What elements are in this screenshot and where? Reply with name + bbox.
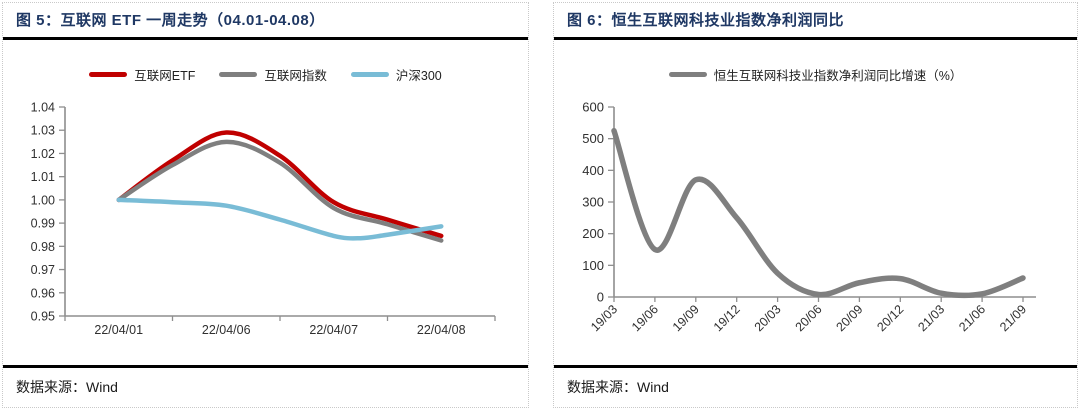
svg-text:0.97: 0.97	[31, 263, 55, 277]
figure6-panel: 图 6：恒生互联网科技业指数净利润同比 恒生互联网科技业指数净利润同比增速（%）…	[553, 2, 1078, 408]
internet-index-line-label: 互联网指数	[264, 68, 327, 83]
svg-text:22/04/08: 22/04/08	[417, 323, 466, 337]
svg-text:19/09: 19/09	[670, 302, 702, 334]
figure6-footer: 数据来源：Wind	[554, 368, 1077, 407]
figure5-chart-area: 互联网ETF 互联网指数 沪深300 1.04 1.03 1.02 1.01 1.00 0…	[3, 40, 528, 365]
svg-text:19/06: 19/06	[629, 302, 661, 334]
svg-text:500: 500	[582, 131, 604, 146]
svg-text:300: 300	[582, 195, 604, 210]
svg-text:21/06: 21/06	[956, 302, 988, 334]
svg-text:22/04/07: 22/04/07	[309, 323, 358, 337]
svg-text:19/03: 19/03	[588, 302, 620, 334]
csi300-line-label: 沪深300	[395, 68, 442, 83]
figure6-header: 图 6：恒生互联网科技业指数净利润同比	[554, 3, 1077, 37]
hsi-tech-net-profit-chart: 600 500 400 300 200 100 019/03 19/06 19/09 19/12 2…	[582, 100, 1036, 334]
svg-text:0: 0	[597, 290, 604, 305]
svg-text:21/09: 21/09	[997, 302, 1029, 334]
svg-text:22/04/01: 22/04/01	[94, 323, 143, 337]
legend-item-hsi-tech-profit: 恒生互联网科技业指数净利润同比增速（%）	[668, 65, 963, 84]
figure5-source: 数据来源：Wind	[16, 379, 118, 395]
svg-text:21/03: 21/03	[915, 302, 947, 334]
legend-item-etf: 互联网ETF	[89, 65, 195, 84]
svg-text:1.04: 1.04	[31, 101, 55, 115]
figure5-legend: 互联网ETF 互联网指数 沪深300	[89, 60, 442, 88]
etf-week-trend-chart: 1.04 1.03 1.02 1.01 1.00 0.99 0.98 0.97 0.96 0.95…	[31, 101, 496, 337]
legend-item-internet-index: 互联网指数	[219, 65, 327, 84]
svg-text:200: 200	[582, 226, 604, 241]
etf-line-label: 互联网ETF	[134, 68, 196, 83]
svg-text:1.02: 1.02	[31, 147, 55, 161]
svg-text:20/06: 20/06	[793, 302, 825, 334]
svg-text:0.98: 0.98	[31, 240, 55, 254]
svg-text:0.96: 0.96	[31, 286, 55, 300]
svg-text:0.95: 0.95	[31, 310, 55, 324]
svg-text:100: 100	[582, 258, 604, 273]
figure6-top-rule	[554, 37, 1077, 40]
svg-text:1.03: 1.03	[31, 124, 55, 138]
figure5-top-rule	[3, 37, 528, 40]
figure6-source: 数据来源：Wind	[567, 379, 669, 395]
internet-index-line-swatch	[219, 71, 258, 77]
csi300-line-swatch	[350, 71, 389, 77]
figure6-legend: 恒生互联网科技业指数净利润同比增速（%）	[668, 60, 963, 88]
svg-text:0.99: 0.99	[31, 217, 55, 231]
hsi-tech-profit-line-swatch	[668, 71, 707, 77]
svg-text:20/12: 20/12	[874, 302, 906, 334]
svg-text:600: 600	[582, 100, 604, 115]
svg-text:20/03: 20/03	[752, 302, 784, 334]
figure6-bottom-rule	[554, 365, 1077, 368]
figure6-chart-area: 恒生互联网科技业指数净利润同比增速（%） 600 500 400 300 200 100 0…	[554, 40, 1077, 365]
svg-text:1.01: 1.01	[31, 170, 55, 184]
hsi-tech-profit-line-label: 恒生互联网科技业指数净利润同比增速（%）	[713, 68, 963, 83]
svg-text:20/09: 20/09	[834, 302, 866, 334]
figure5-bottom-rule	[3, 365, 528, 368]
svg-text:1.00: 1.00	[31, 193, 55, 207]
svg-text:22/04/06: 22/04/06	[202, 323, 251, 337]
figure6-title: 图 6：恒生互联网科技业指数净利润同比	[567, 12, 845, 29]
legend-item-csi300: 沪深300	[350, 65, 442, 84]
figure5-footer: 数据来源：Wind	[3, 368, 528, 407]
figure5-panel: 图 5：互联网 ETF 一周走势（04.01-04.08） 互联网ETF 互联网…	[2, 2, 529, 408]
etf-line-swatch	[89, 71, 128, 77]
figure5-title: 图 5：互联网 ETF 一周走势（04.01-04.08）	[16, 12, 325, 29]
figure5-header: 图 5：互联网 ETF 一周走势（04.01-04.08）	[3, 3, 528, 37]
svg-text:400: 400	[582, 163, 604, 178]
svg-text:19/12: 19/12	[711, 302, 743, 334]
